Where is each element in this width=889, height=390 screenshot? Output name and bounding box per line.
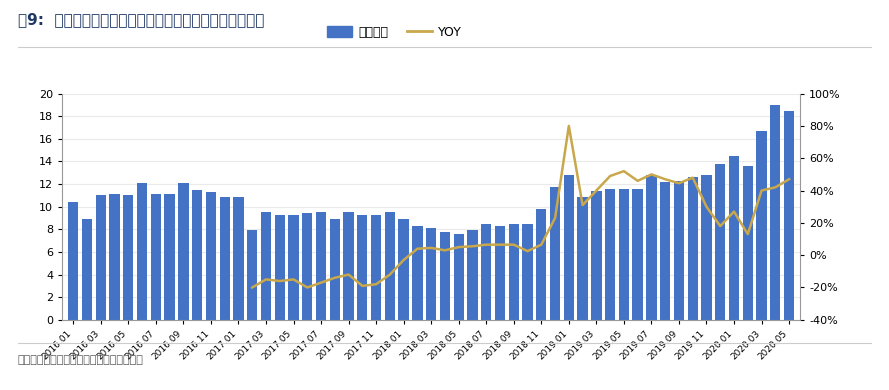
- Bar: [343, 212, 354, 320]
- Bar: [770, 105, 781, 320]
- Bar: [192, 190, 203, 320]
- Bar: [757, 131, 766, 320]
- Bar: [260, 212, 271, 320]
- Bar: [330, 219, 340, 320]
- Bar: [564, 175, 574, 320]
- Bar: [646, 175, 657, 320]
- Bar: [619, 189, 629, 320]
- Bar: [481, 223, 492, 320]
- Bar: [109, 194, 120, 320]
- Bar: [742, 166, 753, 320]
- Bar: [275, 215, 284, 320]
- Bar: [687, 177, 698, 320]
- Bar: [137, 183, 148, 320]
- Bar: [715, 164, 725, 320]
- Bar: [784, 111, 794, 320]
- Bar: [591, 191, 602, 320]
- Legend: 平均价格, YOY: 平均价格, YOY: [322, 21, 467, 44]
- Bar: [495, 226, 505, 320]
- Bar: [605, 189, 615, 320]
- Bar: [674, 181, 685, 320]
- Bar: [660, 182, 670, 320]
- Bar: [357, 215, 367, 320]
- Bar: [247, 230, 258, 320]
- Bar: [233, 197, 244, 320]
- Bar: [453, 234, 464, 320]
- Bar: [426, 228, 436, 320]
- Bar: [96, 195, 106, 320]
- Bar: [536, 209, 547, 320]
- Bar: [82, 219, 92, 320]
- Bar: [68, 202, 78, 320]
- Bar: [371, 215, 381, 320]
- Bar: [164, 194, 175, 320]
- Bar: [509, 223, 519, 320]
- Bar: [205, 192, 216, 320]
- Text: 图9:  历年各月纯电动乘用车按销量加权平均价格（万元）: 图9: 历年各月纯电动乘用车按销量加权平均价格（万元）: [18, 12, 264, 27]
- Text: 数据来源：乘联会、广发证券发展研究中心: 数据来源：乘联会、广发证券发展研究中心: [18, 355, 144, 365]
- Bar: [178, 183, 188, 320]
- Bar: [150, 194, 161, 320]
- Bar: [632, 189, 643, 320]
- Bar: [412, 226, 422, 320]
- Bar: [220, 197, 230, 320]
- Bar: [701, 175, 712, 320]
- Bar: [468, 230, 477, 320]
- Bar: [124, 195, 133, 320]
- Bar: [398, 219, 409, 320]
- Bar: [316, 212, 326, 320]
- Bar: [302, 213, 312, 320]
- Bar: [729, 156, 739, 320]
- Bar: [578, 197, 588, 320]
- Bar: [288, 215, 299, 320]
- Bar: [440, 232, 450, 320]
- Bar: [523, 223, 533, 320]
- Bar: [550, 188, 560, 320]
- Bar: [385, 212, 395, 320]
